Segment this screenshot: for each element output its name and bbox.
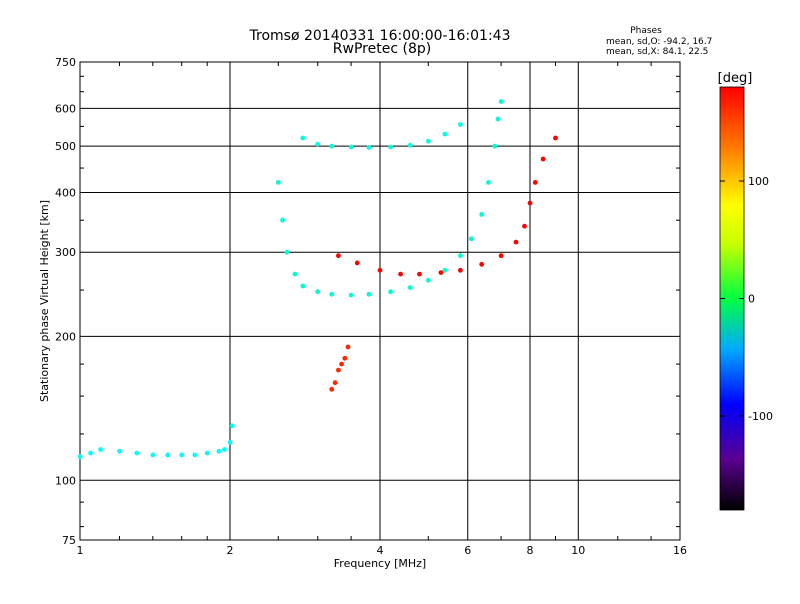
data-point-s1-13 (229, 423, 235, 429)
data-point-s2-5 (388, 144, 393, 150)
data-point-s1-10 (216, 448, 222, 454)
data-point-s2-6 (407, 142, 413, 148)
data-point-s3-8 (498, 253, 504, 259)
y-axis-ticks: 75 100 200 300 400 500 600 750 (55, 56, 76, 547)
y-tick-label: 600 (55, 102, 76, 115)
colorbar-ticks: 100 0 -100 (720, 175, 773, 423)
colorbar-tick-label: 0 (748, 293, 755, 306)
x-tick-label: 4 (377, 544, 384, 557)
y-tick-label: 500 (55, 140, 76, 153)
data-point-s4-3 (339, 361, 344, 367)
data-point-s1-5 (150, 452, 156, 458)
data-point-s1-8 (192, 452, 198, 458)
data-point-s3-10 (522, 223, 527, 229)
data-point-s0-11 (425, 277, 431, 283)
y-axis-label: Stationary phase Virtual Height [km] (38, 200, 51, 402)
colorbar-label: [deg] (718, 71, 753, 86)
data-point-s0-4 (300, 283, 306, 289)
data-point-s4-1 (332, 380, 338, 386)
y-tick-label: 400 (55, 186, 76, 199)
x-tick-label: 6 (464, 544, 471, 557)
data-point-s3-4 (417, 271, 422, 277)
y-tick-label: 75 (62, 534, 76, 547)
data-point-s1-0 (77, 454, 83, 460)
chart-title: Tromsø 20140331 16:00:00-16:01:43 (249, 28, 511, 44)
y-tick-label: 300 (55, 246, 76, 259)
data-point-s3-3 (398, 271, 403, 277)
data-point-s1-3 (117, 448, 122, 454)
colorbar-tick-label: -100 (748, 410, 773, 423)
data-point-s1-12 (227, 440, 233, 445)
data-point-s0-2 (284, 249, 290, 255)
data-point-s1-2 (98, 447, 103, 452)
data-point-s4-4 (342, 355, 348, 361)
data-point-s1-6 (165, 452, 171, 458)
data-point-s1-9 (204, 450, 210, 456)
data-point-s0-5 (315, 289, 321, 295)
data-point-s2-3 (348, 144, 354, 150)
data-point-s4-0 (329, 386, 335, 392)
data-point-s3-7 (479, 261, 485, 267)
x-tick-label: 1 (77, 544, 84, 557)
x-tick-label: 8 (527, 544, 534, 557)
data-point-s0-16 (486, 180, 491, 185)
data-point-s4-5 (345, 344, 351, 350)
data-point-s3-14 (553, 135, 558, 141)
data-point-s0-13 (458, 253, 463, 259)
data-point-s1-4 (134, 450, 140, 456)
y-tick-label: 100 (55, 474, 76, 487)
data-point-s3-0 (336, 253, 341, 259)
x-axis-ticks: 1 2 4 6 8 10 16 (77, 544, 688, 557)
data-point-s1-11 (222, 447, 227, 452)
colorbar-tick-label: 100 (748, 175, 769, 188)
data-point-s2-8 (442, 131, 448, 137)
data-points (77, 99, 558, 460)
data-point-s0-12 (442, 267, 448, 273)
grid (80, 62, 680, 540)
chart-subtitle: RwPretec (8p) (333, 41, 431, 57)
data-point-s3-11 (527, 200, 533, 206)
data-point-s0-7 (348, 292, 354, 298)
data-point-s0-0 (275, 180, 281, 185)
data-point-s0-14 (468, 236, 474, 242)
data-point-s3-9 (513, 239, 519, 245)
data-point-s4-2 (336, 367, 341, 373)
x-tick-label: 10 (571, 544, 585, 557)
data-point-s3-6 (458, 267, 463, 273)
data-point-s0-10 (407, 285, 413, 290)
data-point-s0-9 (388, 289, 393, 295)
data-point-s1-7 (179, 452, 185, 458)
data-point-s3-5 (438, 270, 444, 275)
data-point-s1-1 (88, 450, 93, 456)
x-tick-label: 2 (227, 544, 234, 557)
data-point-s2-0 (300, 135, 306, 141)
x-axis-label: Frequency [MHz] (334, 557, 426, 570)
data-point-s0-8 (366, 291, 372, 297)
data-point-s0-15 (479, 212, 485, 217)
data-point-s2-2 (329, 143, 335, 149)
y-tick-label: 750 (55, 56, 76, 69)
data-point-s0-19 (498, 99, 504, 104)
data-point-s2-9 (458, 122, 463, 127)
data-point-s0-1 (280, 217, 285, 223)
data-point-s3-13 (540, 156, 546, 162)
data-point-s3-2 (377, 267, 383, 273)
data-point-s2-4 (366, 145, 372, 150)
data-point-s2-7 (425, 138, 431, 144)
data-point-s3-1 (354, 260, 360, 266)
data-point-s0-3 (292, 271, 298, 277)
phase-stats-heading: Phases (630, 26, 662, 36)
phase-stats-x: mean, sd,X: 84.1, 22.5 (606, 47, 708, 57)
y-tick-label: 200 (55, 330, 76, 343)
data-point-s0-17 (492, 143, 498, 149)
x-tick-label: 16 (673, 544, 687, 557)
data-point-s3-12 (532, 180, 538, 185)
data-point-s0-6 (329, 291, 335, 297)
data-point-s0-18 (495, 116, 501, 122)
phase-stats-o: mean, sd,O: -94.2, 16.7 (606, 37, 712, 47)
data-point-s2-1 (315, 141, 321, 147)
